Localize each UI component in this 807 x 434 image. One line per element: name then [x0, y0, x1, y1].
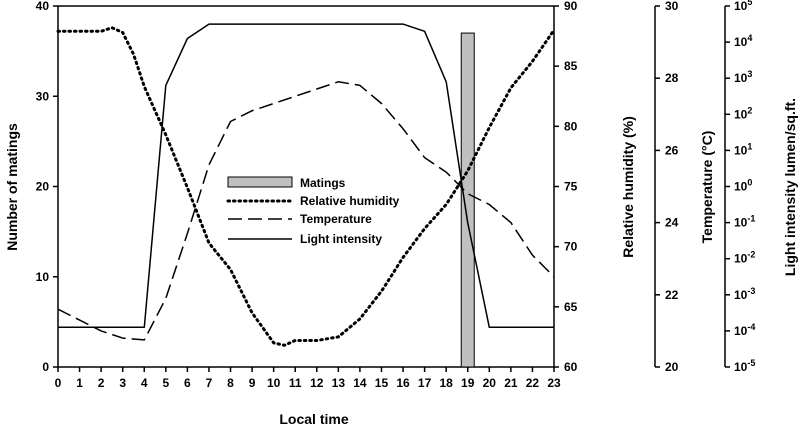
light-axis-title: Light intensity lumen/sq.ft. [782, 98, 798, 276]
light-tick-label: 104 [734, 33, 752, 49]
light-tick-label: 103 [734, 69, 752, 85]
x-tick-label: 12 [310, 376, 324, 390]
x-tick-label: 11 [289, 376, 302, 390]
light-tick-label: 10-2 [734, 250, 755, 266]
x-tick-label: 22 [526, 376, 540, 390]
legend-label-temperature: Temperature [300, 212, 372, 226]
humidity-axis-title: Relative humidity (%) [620, 116, 636, 258]
legend: Matings Relative humidity Temperature Li… [226, 176, 400, 246]
matings-tick-label: 0 [42, 360, 49, 374]
bar-matings [460, 32, 475, 368]
x-tick-label: 23 [547, 376, 561, 390]
x-tick-label: 3 [119, 376, 126, 390]
light-tick-label: 10-4 [734, 322, 755, 338]
light-tick-label: 105 [734, 0, 752, 13]
series-temperature-line [57, 81, 555, 341]
humidity-tick-label: 90 [564, 0, 578, 13]
legend-label-humidity: Relative humidity [300, 194, 400, 208]
legend-label-light: Light intensity [300, 232, 382, 246]
matings-tick-label: 20 [36, 180, 50, 194]
series-layer [56, 23, 556, 347]
x-tick-label: 19 [461, 376, 475, 390]
matings-tick-label: 40 [36, 0, 50, 13]
light-tick-label: 100 [734, 178, 752, 194]
matings-tick-label: 10 [36, 270, 50, 284]
x-tick-label: 2 [98, 376, 105, 390]
x-tick-label: 6 [184, 376, 191, 390]
x-tick-label: 13 [332, 376, 346, 390]
series-light-intensity-line [58, 23, 554, 329]
legend-swatch-matings [227, 176, 293, 188]
temperature-tick-label: 28 [665, 71, 679, 85]
x-tick-label: 15 [375, 376, 389, 390]
temperature-axis-title: Temperature (°C) [699, 131, 715, 244]
x-tick-label: 16 [396, 376, 410, 390]
humidity-tick-label: 75 [564, 180, 578, 194]
humidity-tick-label: 85 [564, 59, 578, 73]
x-tick-label: 8 [227, 376, 234, 390]
temperature-tick-label: 22 [665, 288, 679, 302]
humidity-tick-label: 65 [564, 300, 578, 314]
light-tick-label: 10-1 [734, 214, 755, 230]
x-tick-label: 21 [504, 376, 518, 390]
light-tick-label: 102 [734, 105, 752, 121]
x-tick-label: 20 [483, 376, 497, 390]
series-relative-humidity-line [56, 26, 556, 347]
humidity-tick-label: 60 [564, 360, 578, 374]
x-tick-label: 9 [249, 376, 256, 390]
bars-layer [460, 32, 475, 368]
light-tick-label: 10-3 [734, 286, 755, 302]
humidity-tick-label: 80 [564, 119, 578, 133]
x-tick-label: 0 [55, 376, 62, 390]
x-axis-title: Local time [279, 411, 348, 427]
temperature-tick-label: 30 [665, 0, 679, 13]
x-tick-label: 1 [76, 376, 83, 390]
temperature-tick-label: 26 [665, 143, 679, 157]
x-tick-label: 5 [162, 376, 169, 390]
legend-label-matings: Matings [300, 176, 346, 190]
light-tick-label: 101 [734, 141, 752, 157]
light-tick-label: 10-5 [734, 358, 755, 374]
x-tick-label: 17 [418, 376, 432, 390]
axes-layer: 0 1 2 3 4 5 6 7 8 9 10 11 12 13 14 15 16 17 18 19 20 21 22 2301… [36, 0, 756, 390]
x-tick-label: 7 [206, 376, 213, 390]
matings-axis-title: Number of matings [4, 123, 20, 251]
temperature-tick-label: 24 [665, 216, 679, 230]
x-tick-label: 10 [267, 376, 281, 390]
x-tick-label: 4 [141, 376, 148, 390]
x-tick-label: 18 [439, 376, 453, 390]
x-tick-label: 14 [353, 376, 367, 390]
temperature-tick-label: 20 [665, 360, 679, 374]
matings-tick-label: 30 [36, 89, 50, 103]
humidity-tick-label: 70 [564, 240, 578, 254]
